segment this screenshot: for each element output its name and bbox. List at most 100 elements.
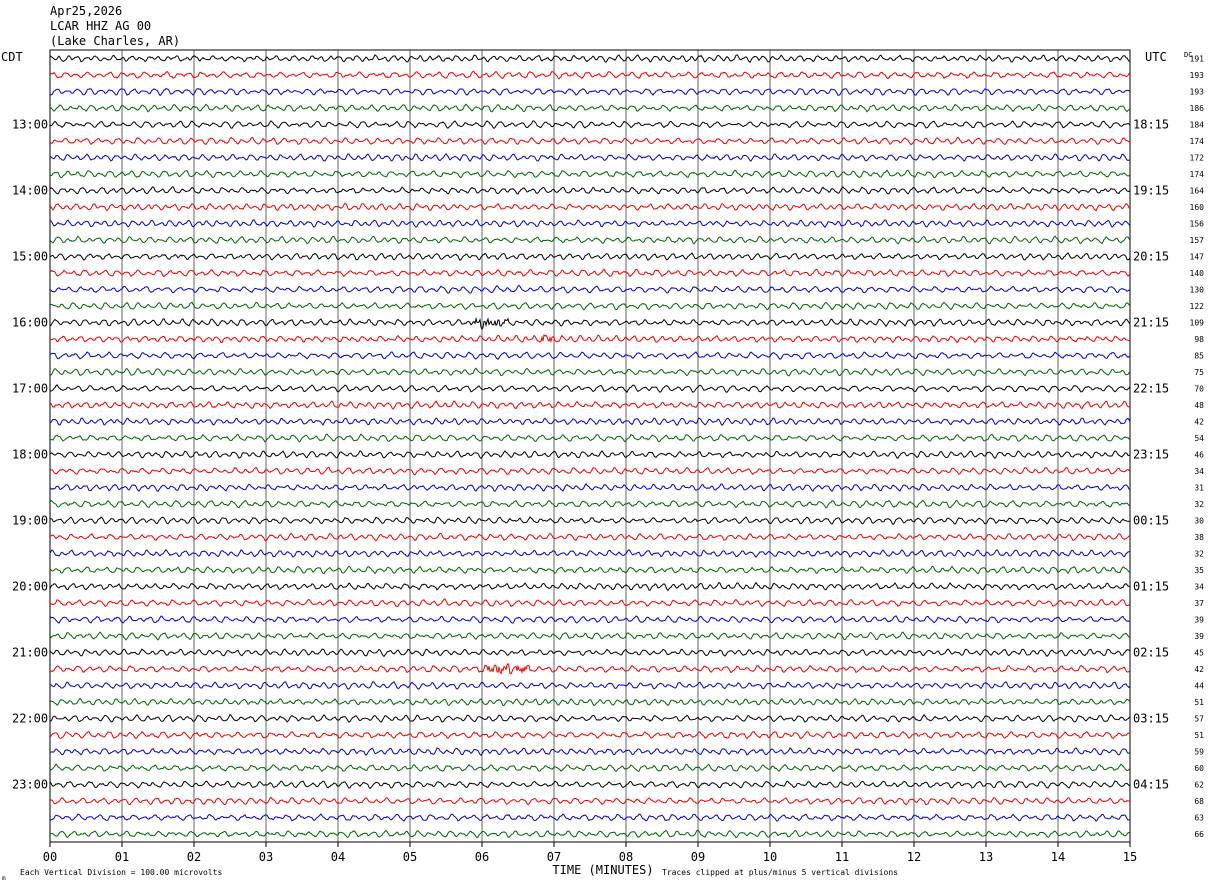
dc-offset-label: 54 (1194, 434, 1204, 443)
right-hour-label: 22:15 (1133, 382, 1169, 396)
dc-offset-label: 164 (1190, 187, 1205, 196)
trace-line (49, 796, 1131, 806)
dc-offset-label: 186 (1190, 104, 1205, 113)
left-hour-label: 17:00 (12, 382, 48, 396)
trace-line (49, 450, 1131, 460)
dc-offset-label: 63 (1194, 814, 1204, 823)
trace-line (49, 532, 1131, 542)
left-hour-label: 19:00 (12, 514, 48, 528)
right-hour-label: 02:15 (1133, 646, 1169, 660)
trace-line (49, 383, 1131, 393)
left-axis-label: CDT (1, 50, 23, 64)
x-tick-label: 06 (475, 850, 489, 864)
right-hour-label: 20:15 (1133, 250, 1169, 264)
trace-line (49, 581, 1131, 592)
x-tick-label: 11 (835, 850, 849, 864)
trace-line (49, 516, 1131, 526)
left-hour-label: 15:00 (12, 250, 48, 264)
trace-line (49, 662, 1131, 675)
dc-offset-label: 32 (1194, 500, 1204, 509)
dc-offset-label: 38 (1194, 533, 1204, 542)
left-hour-label: 22:00 (12, 712, 48, 726)
dc-offset-label: 157 (1190, 236, 1205, 245)
dc-offset-label: 140 (1190, 269, 1205, 278)
trace-line (49, 252, 1131, 261)
x-tick-label: 01 (115, 850, 129, 864)
dc-offset-label: 174 (1190, 137, 1205, 146)
dc-offset-label: 122 (1190, 302, 1205, 311)
x-tick-label: 08 (619, 850, 633, 864)
x-tick-label: 10 (763, 850, 777, 864)
x-tick-label: 04 (331, 850, 345, 864)
left-hour-label: 20:00 (12, 580, 48, 594)
trace-line (49, 136, 1131, 146)
trace-line (49, 615, 1131, 624)
right-hour-label: 04:15 (1133, 778, 1169, 792)
dc-offset-label: 147 (1190, 253, 1205, 262)
trace-line (49, 680, 1131, 690)
dc-offset-label: 57 (1194, 715, 1204, 724)
dc-offset-label: 59 (1194, 748, 1204, 757)
trace-line (49, 417, 1131, 426)
trace-line (49, 763, 1131, 773)
axis-labels: CDT UTC DC TIME (MINUTES) Each Vertical … (1, 50, 1192, 882)
dc-offset-label: 109 (1190, 319, 1205, 328)
trace-line (49, 483, 1131, 493)
dc-offset-label: 160 (1190, 203, 1205, 212)
dc-offset-label: 32 (1194, 550, 1204, 559)
dc-label: DC (1184, 51, 1192, 59)
scale-note: Each Vertical Division = 100.00 microvol… (20, 868, 222, 877)
left-hour-label: 13:00 (12, 118, 48, 132)
trace-line (49, 813, 1131, 822)
trace-line (49, 70, 1131, 80)
right-hour-label: 23:15 (1133, 448, 1169, 462)
left-hour-label: 14:00 (12, 184, 48, 198)
right-hour-label: 18:15 (1133, 118, 1169, 132)
trace-line (49, 730, 1131, 740)
dc-offset-label: 46 (1194, 451, 1204, 460)
x-tick-label: 09 (691, 850, 705, 864)
trace-line (49, 284, 1131, 294)
dc-offset-label: 37 (1194, 599, 1204, 608)
right-hour-label: 19:15 (1133, 184, 1169, 198)
trace-line (49, 714, 1131, 723)
right-hour-label: 03:15 (1133, 712, 1169, 726)
trace-line (49, 747, 1131, 756)
dc-offset-label: 45 (1194, 649, 1204, 658)
trace-line (49, 301, 1131, 311)
dc-offset-label: 156 (1190, 220, 1205, 229)
dc-offset-label: 39 (1194, 632, 1204, 641)
trace-line (49, 186, 1131, 195)
x-axis-title: TIME (MINUTES) (552, 863, 653, 877)
x-tick-label: 05 (403, 850, 417, 864)
trace-line (49, 87, 1131, 97)
trace-line (49, 219, 1131, 228)
x-tick-label: 02 (187, 850, 201, 864)
trace-line (49, 466, 1131, 476)
dc-offset-label: 42 (1194, 418, 1204, 427)
dc-offset-label: 44 (1194, 682, 1204, 691)
corner-mark: m (2, 875, 6, 882)
header-station: LCAR HHZ AG 00 (50, 19, 152, 33)
right-axis-label: UTC (1145, 50, 1167, 64)
trace-line (49, 367, 1131, 377)
trace-line (49, 54, 1131, 63)
trace-line (49, 316, 1131, 331)
dc-offset-label: 85 (1194, 352, 1204, 361)
trace-line (49, 351, 1131, 360)
dc-offset-label: 39 (1194, 616, 1204, 625)
x-tick-labels: 00 01 02 03 04 05 06 07 08 09 10 11 12 13 14 15 (43, 850, 1137, 864)
x-tick-label: 12 (907, 850, 921, 864)
left-hour-label: 16:00 (12, 316, 48, 330)
x-tick-label: 07 (547, 850, 561, 864)
x-tick-label: 03 (259, 850, 273, 864)
dc-offset-label: 34 (1194, 583, 1204, 592)
dc-offset-label: 193 (1190, 88, 1205, 97)
trace-line (49, 103, 1131, 113)
dc-offset-label: 31 (1194, 484, 1204, 493)
trace-line (49, 169, 1131, 179)
trace-line (49, 152, 1131, 162)
dc-offset-label: 51 (1194, 731, 1204, 740)
right-hour-label: 00:15 (1133, 514, 1169, 528)
header-date: Apr25,2026 (50, 4, 123, 18)
